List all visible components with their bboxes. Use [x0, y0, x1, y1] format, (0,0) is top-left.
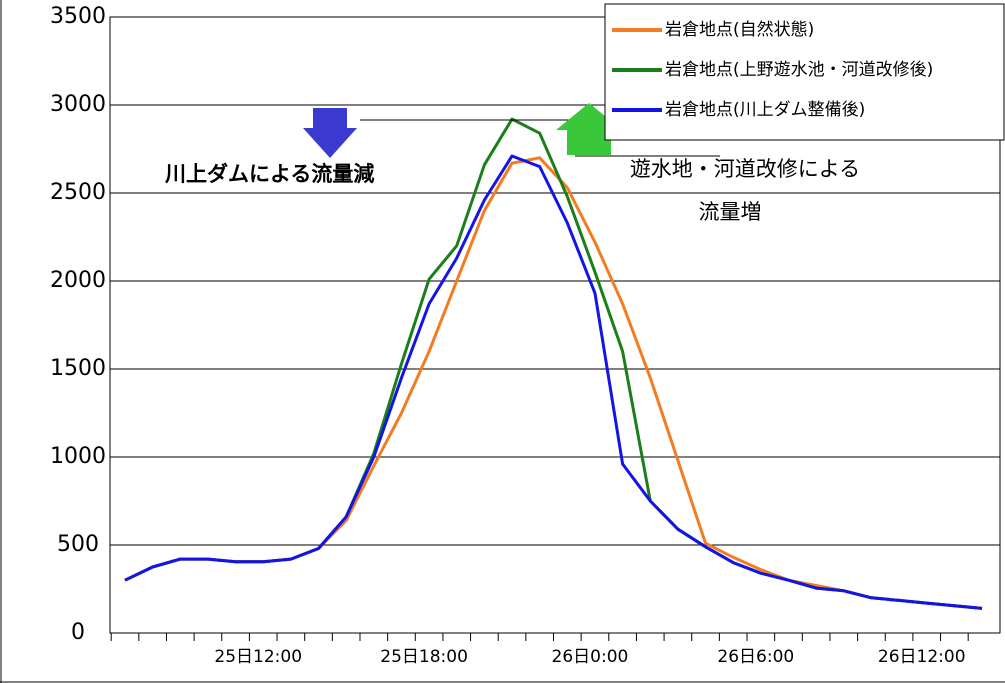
annotation: 遊水地・河道改修による	[630, 157, 860, 181]
y-tick-label: 2500	[50, 180, 106, 205]
x-tick-label: 26日12:00	[878, 647, 966, 667]
down-arrow	[303, 108, 357, 158]
legend	[604, 3, 1005, 141]
up-arrow	[556, 103, 622, 155]
x-tick-label: 25日18:00	[380, 647, 468, 667]
y-tick-label: 3000	[50, 92, 106, 117]
legend-label: 岩倉地点(自然状態)	[665, 20, 814, 40]
y-tick-label: 1500	[50, 356, 106, 381]
series-line	[124, 154, 983, 610]
series-line	[124, 156, 983, 610]
y-tick-label: 0	[71, 620, 85, 645]
legend-label: 岩倉地点(上野遊水池・河道改修後)	[665, 60, 933, 80]
x-tick-label: 26日6:00	[717, 647, 794, 667]
y-tick-label: 1000	[50, 444, 106, 469]
y-tick-label: 3500	[50, 4, 106, 29]
x-tick-label: 25日12:00	[214, 647, 302, 667]
legend-label: 岩倉地点(川上ダム整備後)	[665, 100, 865, 120]
annotation: 川上ダムによる流量減	[164, 162, 374, 186]
annotation: 流量増	[699, 200, 762, 224]
y-tick-label: 500	[57, 532, 99, 557]
y-tick-label: 2000	[50, 268, 106, 293]
x-tick-label: 26日0:00	[552, 647, 629, 667]
legend-items: 岩倉地点(自然状態) 岩倉地点(上野遊水池・河道改修後) 岩倉地点(川上ダム整備後)	[612, 20, 933, 120]
